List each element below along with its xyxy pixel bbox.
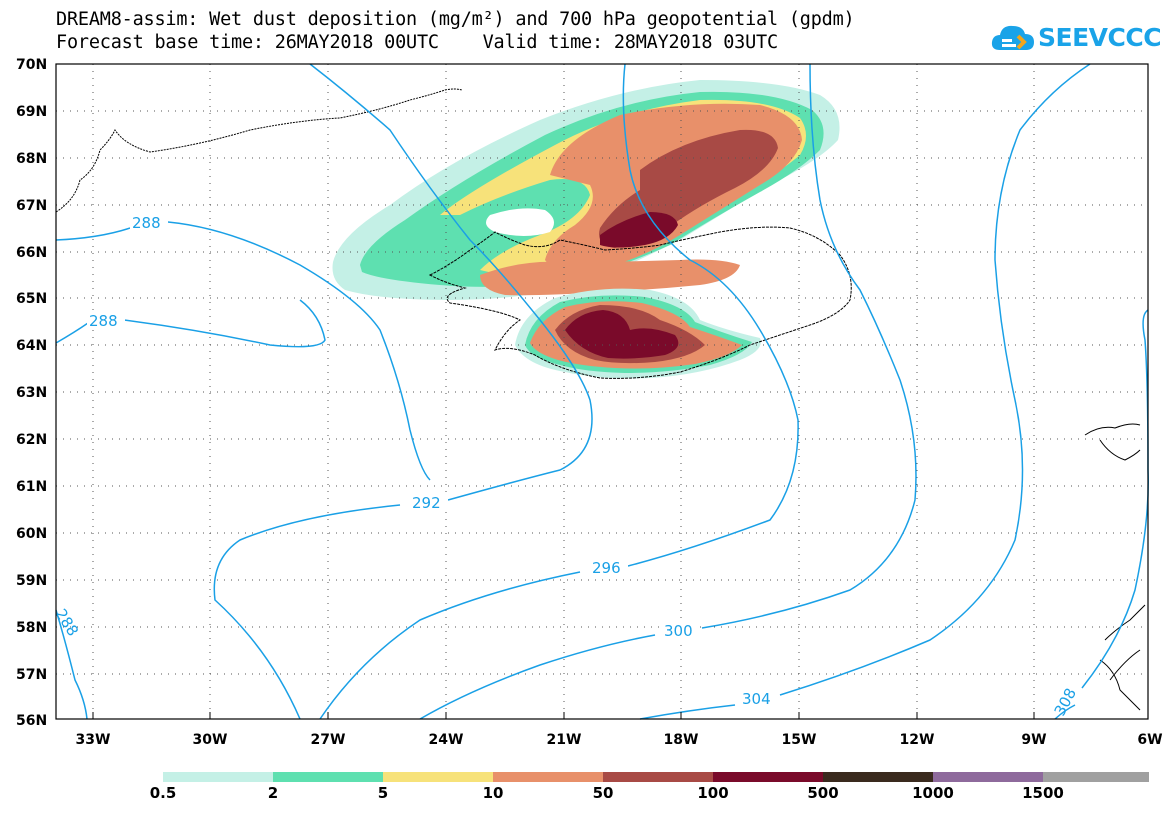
lat-label: 62N <box>16 432 47 448</box>
legend-label: 0.5 <box>150 784 177 802</box>
contour-label: 304 <box>742 690 771 708</box>
chart-subtitle: Forecast base time: 26MAY2018 00UTC Vali… <box>56 32 778 53</box>
axis-ticks <box>92 712 1035 719</box>
lat-label: 65N <box>16 291 47 307</box>
contour-label: 292 <box>412 494 441 512</box>
latitude-labels: 70N 69N 68N 67N 66N 65N 64N 63N 62N 61N … <box>16 57 47 729</box>
legend-swatch <box>1043 772 1149 782</box>
lat-label: 63N <box>16 385 47 401</box>
contour-label: 288 <box>89 312 118 330</box>
longitude-labels: 33W 30W 27W 24W 21W 18W 15W 12W 9W 6W <box>76 732 1163 748</box>
legend-label: 1500 <box>1022 784 1064 802</box>
lon-label: 21W <box>547 732 582 748</box>
legend-label: 50 <box>593 784 614 802</box>
legend-swatch <box>603 772 713 782</box>
legend-swatch <box>713 772 823 782</box>
legend-swatch <box>273 772 383 782</box>
lon-label: 24W <box>429 732 464 748</box>
contour-label: 296 <box>592 559 621 577</box>
legend-label: 100 <box>697 784 728 802</box>
lon-label: 12W <box>900 732 935 748</box>
cloud-icon <box>991 25 1034 50</box>
lat-label: 70N <box>16 57 47 73</box>
seevccc-logo: SEEVCCC <box>990 20 1162 56</box>
map-frame <box>55 63 1149 720</box>
lon-label: 30W <box>193 732 228 748</box>
chart-title: DREAM8-assim: Wet dust deposition (mg/m²… <box>56 9 855 30</box>
contour-label: 300 <box>664 622 693 640</box>
contour-label: 308 <box>1051 685 1080 719</box>
legend-label: 5 <box>378 784 388 802</box>
coastlines <box>55 88 1146 711</box>
lon-label: 15W <box>782 732 817 748</box>
lat-label: 60N <box>16 526 47 542</box>
legend-swatch <box>823 772 933 782</box>
lon-label: 6W <box>1137 732 1162 748</box>
geopotential-contours <box>55 63 1149 720</box>
lat-label: 67N <box>16 198 47 214</box>
lat-label: 61N <box>16 479 47 495</box>
graticule <box>56 64 1148 719</box>
legend-swatch <box>383 772 493 782</box>
lat-label: 69N <box>16 104 47 120</box>
lon-label: 18W <box>664 732 699 748</box>
legend-label: 2 <box>268 784 278 802</box>
lon-label: 27W <box>311 732 346 748</box>
legend-labels: 0.5 2 5 10 50 100 500 1000 1500 <box>150 784 1064 802</box>
lat-label: 59N <box>16 573 47 589</box>
dust-deposition-shading <box>332 80 840 379</box>
legend-swatch <box>163 772 273 782</box>
lon-label: 9W <box>1021 732 1046 748</box>
legend-colorbar <box>163 772 1149 782</box>
lat-label: 56N <box>16 713 47 729</box>
lat-label: 57N <box>16 667 47 683</box>
contour-label: 288 <box>132 214 161 232</box>
logo-text: SEEVCCC <box>1038 23 1162 52</box>
lat-label: 64N <box>16 338 47 354</box>
lat-label: 66N <box>16 245 47 261</box>
lon-label: 33W <box>76 732 111 748</box>
legend-label: 1000 <box>912 784 954 802</box>
legend-label: 10 <box>483 784 504 802</box>
lat-label: 58N <box>16 620 47 636</box>
lat-label: 68N <box>16 151 47 167</box>
legend-label: 500 <box>807 784 838 802</box>
legend-swatch <box>933 772 1043 782</box>
legend-swatch <box>493 772 603 782</box>
